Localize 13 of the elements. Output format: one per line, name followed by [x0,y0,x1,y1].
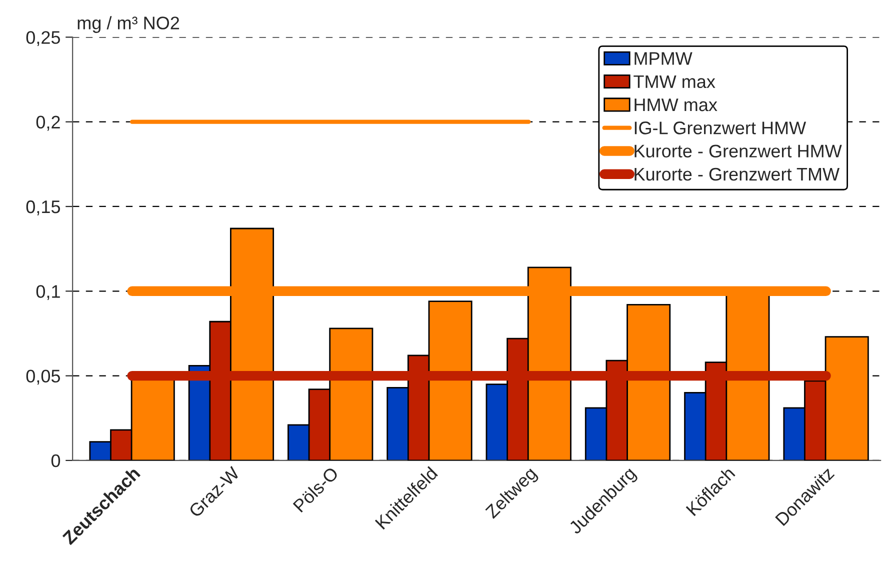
legend-label: IG-L Grenzwert HMW [634,122,806,134]
y-tick-label: 0,05 [26,370,60,385]
legend-label: HMW max [634,98,718,112]
y-tick-label: 0,15 [26,200,60,216]
y-tick-label: 0,1 [36,285,60,300]
legend-label: MPMW [634,52,692,65]
y-tick-label: 0 [51,454,60,468]
y-tick-label: 0,25 [26,31,60,46]
legend-label: Kurorte - Grenzwert TMW [634,168,840,181]
y-axis-title: mg / m³ NO2 [78,16,180,33]
legend-label: TMW max [634,75,716,88]
legend-label: Kurorte - Grenzwert HMW [634,144,842,158]
y-tick-label: 0,2 [36,116,60,131]
